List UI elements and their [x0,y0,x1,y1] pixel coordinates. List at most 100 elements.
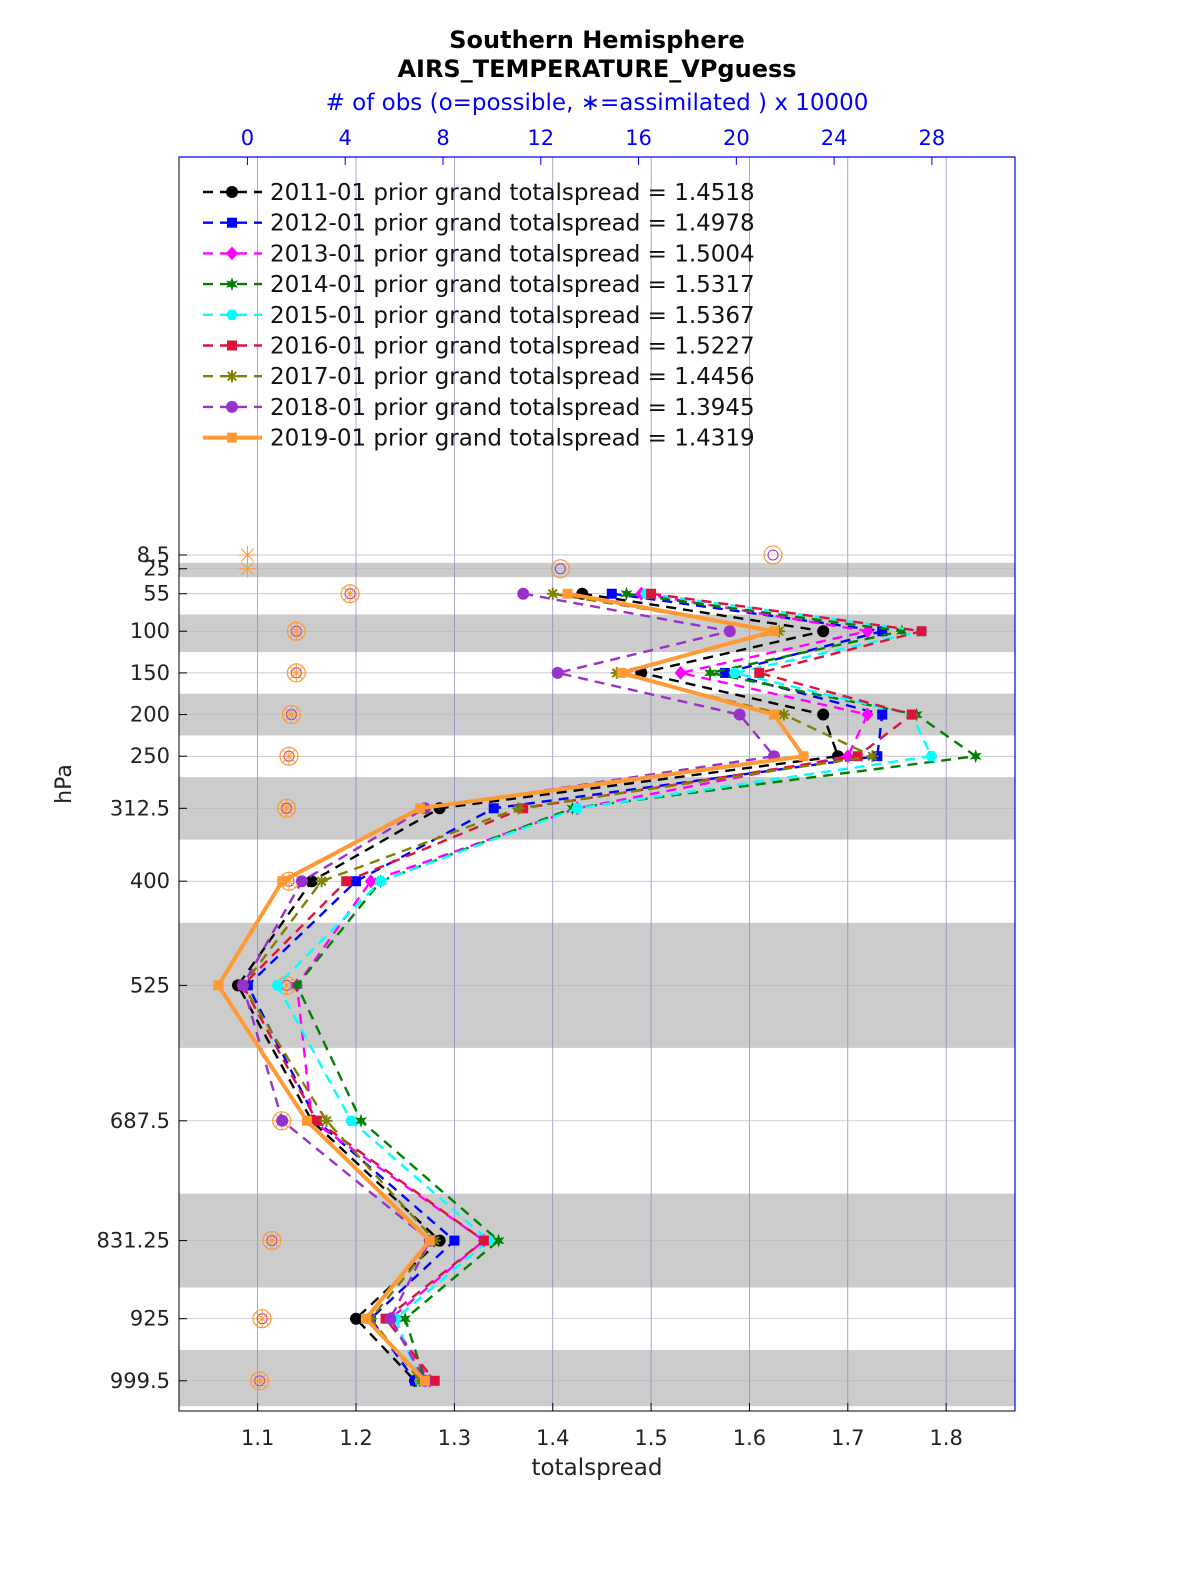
legend-entry: 2018-01 prior grand totalspread = 1.3945 [270,395,755,421]
obs-assimilated-marker [341,584,360,603]
legend-marker [226,246,238,261]
y-tick-label: 150 [130,661,170,685]
legend-entry: 2016-01 prior grand totalspread = 1.5227 [270,334,755,360]
series-8-point [733,708,746,721]
series-9-point [769,626,780,637]
series-9-point [424,1235,435,1246]
series-9-point [414,803,425,814]
observation-markers [238,545,783,1391]
series-5-point [374,876,387,887]
series-4-point [399,1311,412,1326]
series-9-point [301,1115,312,1126]
obs-asterisk-stroke [255,1311,269,1326]
legend-entry: 2012-01 prior grand totalspread = 1.4978 [270,211,755,237]
asterisk-stroke [867,751,878,762]
series-6-point [852,751,863,762]
legend-marker [226,370,238,383]
series-4-point [291,978,304,993]
series-1-point [817,625,830,638]
series-3-point [861,707,874,722]
obs-asterisk-stroke [282,749,296,763]
obs-possible-marker [763,545,783,565]
series-3-point [674,665,687,680]
asterisk-stroke [513,803,524,814]
series-line-2 [246,592,884,1382]
obs-asterisk-stroke [343,587,357,601]
series-7-point [777,708,790,721]
y-tick-label: 400 [130,869,170,893]
obs-assimilated-marker [250,1371,269,1390]
y-tick-label: 999.5 [110,1369,170,1393]
legend-marker [227,340,237,351]
shaded-bands [179,562,1015,1407]
chart-subtitle: AIRS_TEMPERATURE_VPguess [397,55,796,83]
top-tick-label: 20 [723,126,750,150]
shaded-band [179,1349,1015,1407]
series-line-8 [241,592,776,1382]
series-line-5 [276,592,933,1382]
x-tick-label: 1.2 [339,1426,372,1450]
top-axis-label: # of obs (o=possible, ∗=assimilated ) x … [326,90,869,116]
y-tick-label: 312.5 [110,796,170,820]
top-tick-label: 16 [625,126,652,150]
y-tick-label: 100 [130,619,170,643]
y-axis-label: hPa [52,764,77,804]
series-2-point [877,709,888,720]
series-9-point [616,667,627,678]
series-4-point [895,624,908,639]
obs-asterisk-stroke [284,707,299,722]
series-5-point [571,803,584,814]
x-tick-label: 1.1 [241,1426,274,1450]
legend-marker [226,309,238,320]
series-5-point [925,751,938,762]
legend-entry: 2015-01 prior grand totalspread = 1.5367 [270,303,755,329]
series-line-1 [236,592,840,1382]
top-tick-label: 4 [339,126,352,150]
series-2-point [877,626,888,637]
axis-ticks: 1.1 1.2 1.3 1.4 1.5 1.6 1.7 1.8 0 4 8 12 16 20 24 28 8.5… [97,126,963,1450]
series-4-point [969,749,982,764]
series-6-point [341,876,352,887]
series-8-point [276,1114,289,1127]
y-tick-label: 250 [130,744,170,768]
top-tick-label: 24 [821,126,848,150]
legend-marker [226,400,238,413]
top-tick-label: 8 [436,126,449,150]
obs-possible-inner-marker [554,563,566,575]
y-tick-label: 687.5 [110,1109,170,1133]
obs-assimilated-marker [287,622,306,641]
series-8-point [551,666,564,679]
obs-asterisk-stroke [289,624,304,638]
series-9-point [562,588,573,599]
series-4-point [620,586,633,601]
obs-asterisk-stroke [265,1233,279,1248]
series-2-point [719,667,730,678]
asterisk-stroke [778,709,789,720]
series-4-point [492,1233,505,1248]
series-9-point [798,751,809,762]
y-tick-label: 200 [130,703,170,727]
series-8-point [236,979,249,992]
asterisk-stroke [227,371,237,382]
series-7-point [866,750,879,763]
asterisk-stroke [321,1115,332,1126]
series-9-point [277,876,288,887]
series-line-6 [241,592,923,1382]
series-9-point [769,709,780,720]
legend-entry: 2013-01 prior grand totalspread = 1.5004 [270,241,755,267]
series-8-point [384,1312,397,1325]
obs-asterisk-stroke [279,978,294,993]
series-8-point [295,875,308,888]
series-2-point [606,588,617,599]
top-tick-label: 12 [527,126,554,150]
obs-assimilated-marker [282,705,301,724]
x-axis-label: totalspread [532,1455,663,1481]
legend-entry: 2019-01 prior grand totalspread = 1.4319 [270,426,755,452]
obs-asterisk-stroke [240,562,255,576]
series-9-point [360,1313,371,1324]
x-tick-label: 1.7 [831,1426,864,1450]
obs-assimilated-marker [262,1231,281,1250]
series-7-point [546,587,559,600]
series-4-point [354,1113,367,1128]
series-6-point [429,1375,440,1386]
